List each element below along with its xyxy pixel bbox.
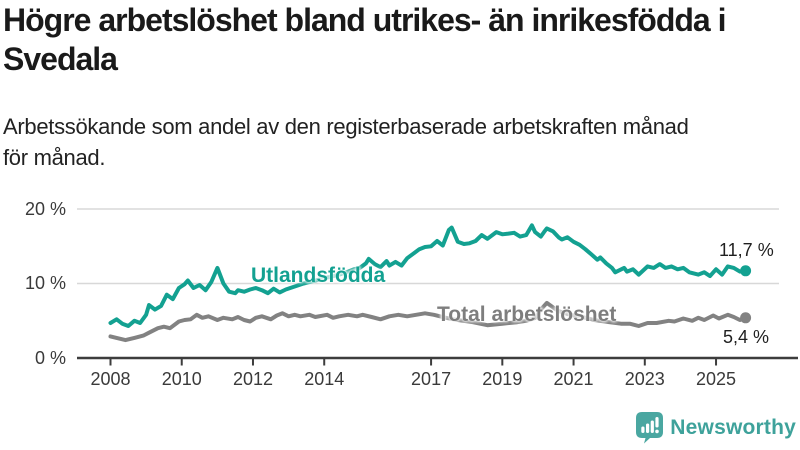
chart-subtitle-line-1: Arbetssökande som andel av den registerb…	[3, 114, 689, 139]
x-tick-label: 2010	[161, 369, 202, 389]
x-tick-label: 2021	[553, 369, 594, 389]
series-end-dot-total	[740, 312, 752, 324]
x-tick-label: 2017	[411, 369, 452, 389]
series-label-total-arbetsloshet: Total arbetslöshet	[437, 303, 617, 326]
end-value-label-total: 5,4 %	[723, 327, 770, 347]
end-value-label-utlandsfodda: 11,7 %	[719, 240, 774, 260]
x-tick-label: 2014	[304, 369, 345, 389]
page-title-line-1: Högre arbetslöshet bland utrikes- än inr…	[3, 2, 726, 38]
series-line-utlandsfodda	[108, 223, 748, 328]
chart-subtitle-line-2: för månad.	[3, 145, 106, 170]
x-tick-label: 2019	[482, 369, 523, 389]
series-end-dot-utlandsfodda	[740, 265, 752, 277]
newsworthy-logo[interactable]: Newsworthy	[636, 412, 796, 444]
y-tick-label: 10 %	[24, 273, 66, 293]
chart-subtitle: Arbetssökande som andel av den registerb…	[3, 111, 689, 173]
y-tick-label: 0 %	[34, 347, 66, 368]
newsworthy-logo-icon	[636, 412, 664, 444]
series-label-utlandsfodda: Utlandsfödda	[251, 264, 386, 287]
x-tick-label: 2023	[624, 369, 665, 389]
newsworthy-wordmark: Newsworthy	[670, 416, 796, 439]
x-tick-label: 2025	[696, 369, 737, 389]
x-tick-label: 2008	[90, 369, 131, 389]
x-tick-label: 2012	[232, 369, 273, 389]
chart-header: Högre arbetslöshet bland utrikes- än inr…	[3, 1, 726, 79]
page-title-line-2: Svedala	[3, 41, 118, 77]
series-line-total	[108, 300, 748, 343]
y-tick-label: 20 %	[24, 198, 66, 219]
